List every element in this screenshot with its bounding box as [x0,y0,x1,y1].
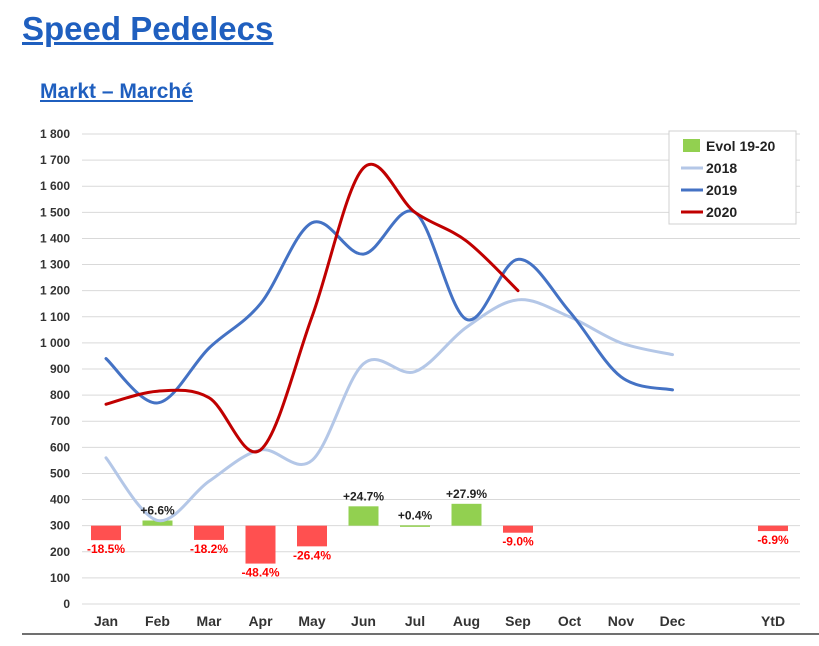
evol-data-label: -6.9% [757,533,789,547]
y-tick-label: 800 [50,388,70,402]
y-tick-label: 1 500 [40,205,70,219]
grid [82,133,800,605]
legend-label-evol: Evol 19-20 [706,138,775,154]
evol-bar [348,506,379,526]
x-tick-label: Sep [505,613,531,629]
y-tick-label: 500 [50,466,70,480]
y-tick-label: 200 [50,545,70,559]
y-tick-label: 1 200 [40,284,70,298]
series-line-2018 [104,298,674,523]
x-tick-label: May [298,613,325,629]
y-tick-label: 1 800 [40,127,70,141]
evol-data-label: -18.2% [190,542,228,556]
page-title: Speed Pedelecs [22,10,274,47]
x-tick-label: Oct [558,613,582,629]
y-tick-label: 1 300 [40,258,70,272]
x-tick-label: Jan [94,613,118,629]
evol-bar [758,525,788,532]
evol-bar [503,525,533,533]
evol-data-label: +27.9% [446,487,487,501]
x-tick-label: Jul [405,613,425,629]
evol-data-label: -9.0% [502,535,534,549]
x-tick-label: Nov [608,613,635,629]
y-tick-label: 1 400 [40,231,70,245]
legend-label-2019: 2019 [706,182,737,198]
y-axis: 0 100 200 300 400 500 600 700 800 900 1 000 1 100 1 … [40,127,70,611]
evol-data-label: -18.5% [87,542,125,556]
x-tick-label: Jun [351,613,376,629]
evol-bar [297,525,327,547]
evol-bar [194,525,224,540]
x-axis: Jan Feb Mar Apr May Jun Jul Aug Sep Oct Nov Dec YtD [94,613,785,629]
legend: Evol 19-20 2018 2019 2020 [668,130,797,225]
series-line-2020 [104,163,520,454]
evol-data-label: +24.7% [343,489,384,503]
x-tick-label: Feb [145,613,170,629]
evol-data-label: +6.6% [140,503,175,517]
chart-subtitle: Markt – Marché [40,80,193,103]
series-line-2019 [104,209,674,405]
y-tick-label: 600 [50,440,70,454]
series-lines [104,163,674,523]
evol-bar [91,525,121,541]
y-tick-label: 1 100 [40,310,70,324]
evol-data-label: -48.4% [241,566,279,580]
x-tick-label: Aug [453,613,480,629]
y-tick-label: 1 000 [40,336,70,350]
y-tick-label: 1 700 [40,153,70,167]
y-tick-label: 900 [50,362,70,376]
evol-bars [91,503,788,564]
evol-data-label: -26.4% [293,548,331,562]
evol-bar [400,525,430,527]
x-tick-label: YtD [761,613,785,629]
y-tick-label: 1 600 [40,179,70,193]
legend-swatch-evol [683,139,700,152]
legend-label-2018: 2018 [706,160,737,176]
x-tick-label: Mar [197,613,222,629]
evol-data-label: +0.4% [398,508,433,522]
evol-labels: -18.5% +6.6% -18.2% -48.4% -26.4% +24.7% +0.4%… [87,487,789,580]
y-tick-label: 700 [50,414,70,428]
legend-label-2020: 2020 [706,204,737,220]
y-tick-label: 300 [50,519,70,533]
evol-bar [245,525,276,564]
y-tick-label: 100 [50,571,70,585]
evol-bar [142,520,173,526]
x-tick-label: Dec [660,613,686,629]
evol-bar [451,503,482,526]
y-tick-label: 400 [50,493,70,507]
y-tick-label: 0 [63,597,70,611]
x-tick-label: Apr [248,613,273,629]
